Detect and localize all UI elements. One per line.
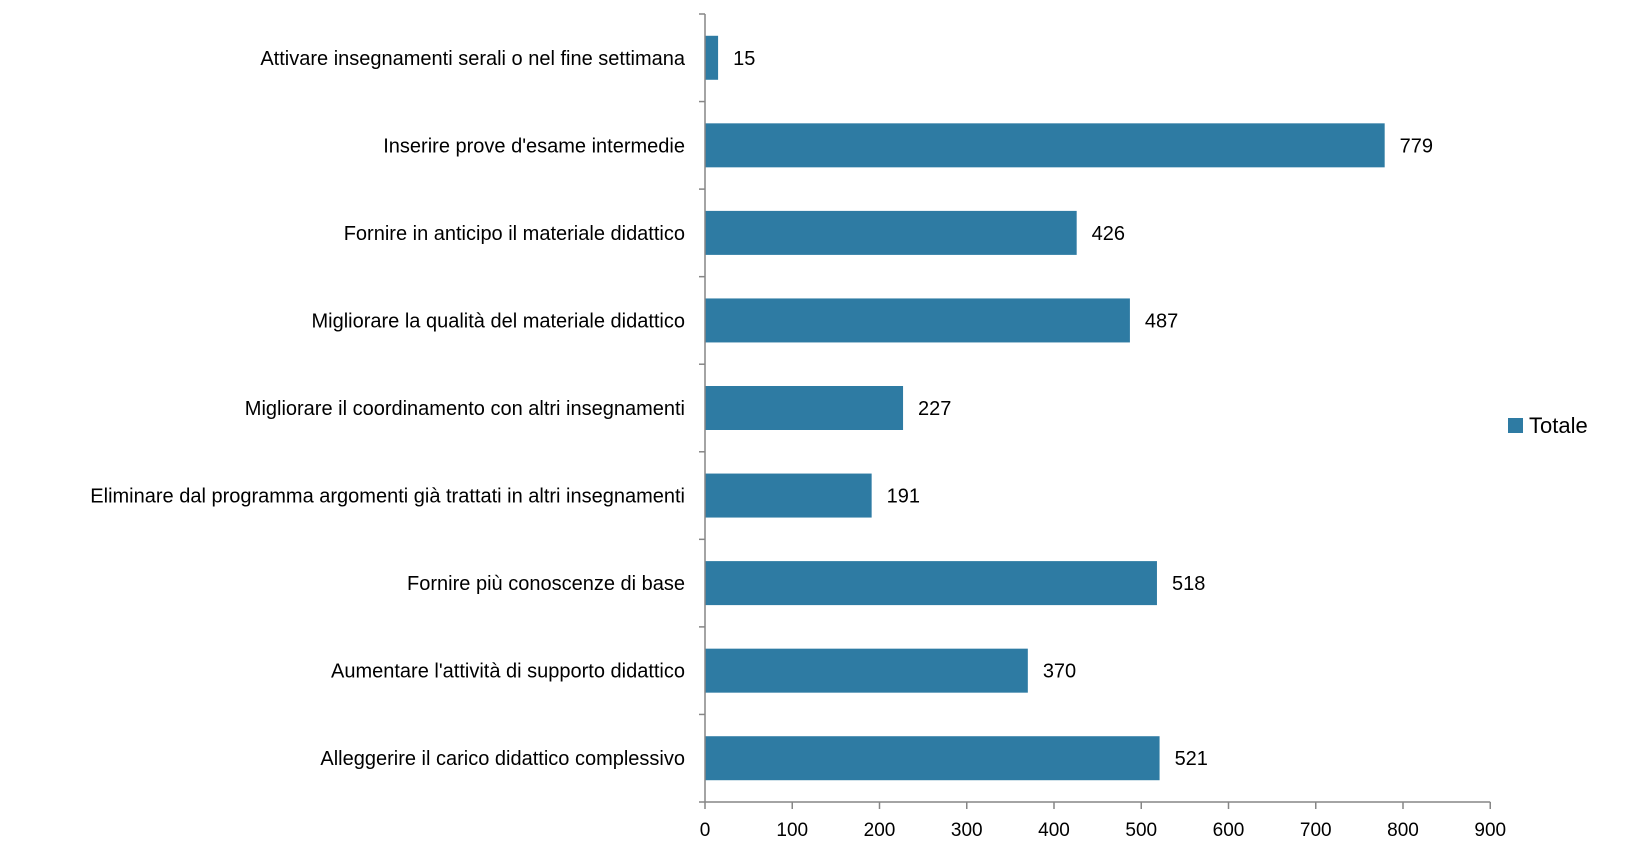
data-label: 227 <box>918 398 951 420</box>
axes <box>699 13 1491 809</box>
bars <box>705 35 1385 781</box>
bar <box>705 123 1385 168</box>
category-label: Attivare insegnamenti serali o nel fine … <box>260 48 686 70</box>
data-label: 518 <box>1172 573 1205 595</box>
legend: Totale <box>1508 413 1588 438</box>
x-tick-label: 900 <box>1474 820 1506 841</box>
legend-label: Totale <box>1529 413 1588 438</box>
bar <box>705 561 1157 606</box>
x-tick-label: 300 <box>951 820 983 841</box>
category-label: Alleggerire il carico didattico compless… <box>320 748 685 770</box>
data-label: 521 <box>1175 748 1208 770</box>
x-tick-labels: 0 100 200 300 400 500 600 700 800 900 <box>700 820 1506 841</box>
bar <box>705 473 872 518</box>
data-label: 426 <box>1092 223 1125 245</box>
data-label: 487 <box>1145 310 1178 332</box>
bar <box>705 736 1160 781</box>
category-label: Eliminare dal programma argomenti già tr… <box>90 486 685 508</box>
x-tick-label: 100 <box>776 820 808 841</box>
data-label: 779 <box>1400 135 1433 157</box>
category-label: Fornire più conoscenze di base <box>407 573 685 595</box>
bar <box>705 35 719 80</box>
x-tick-label: 200 <box>864 820 896 841</box>
data-label: 191 <box>887 486 920 508</box>
category-labels: Attivare insegnamenti serali o nel fine … <box>90 48 686 770</box>
bar <box>705 386 904 430</box>
category-label: Fornire in anticipo il materiale didatti… <box>344 223 685 245</box>
x-tick-label: 500 <box>1125 820 1157 841</box>
data-label: 15 <box>733 48 755 70</box>
data-labels: 15 779 426 487 227 191 518 370 521 <box>733 48 1433 770</box>
bar <box>705 648 1028 693</box>
x-tick-label: 800 <box>1387 820 1419 841</box>
x-tick-label: 700 <box>1300 820 1332 841</box>
bar <box>705 210 1077 255</box>
x-tick-label: 0 <box>700 820 711 841</box>
bar <box>705 298 1130 343</box>
legend-swatch <box>1508 418 1523 433</box>
x-tick-label: 600 <box>1213 820 1245 841</box>
category-label: Inserire prove d'esame intermedie <box>383 135 685 157</box>
category-label: Migliorare la qualità del materiale dida… <box>311 310 685 332</box>
data-label: 370 <box>1043 661 1076 683</box>
category-label: Migliorare il coordinamento con altri in… <box>245 398 685 420</box>
x-tick-label: 400 <box>1038 820 1070 841</box>
category-label: Aumentare l'attività di supporto didatti… <box>331 661 685 683</box>
